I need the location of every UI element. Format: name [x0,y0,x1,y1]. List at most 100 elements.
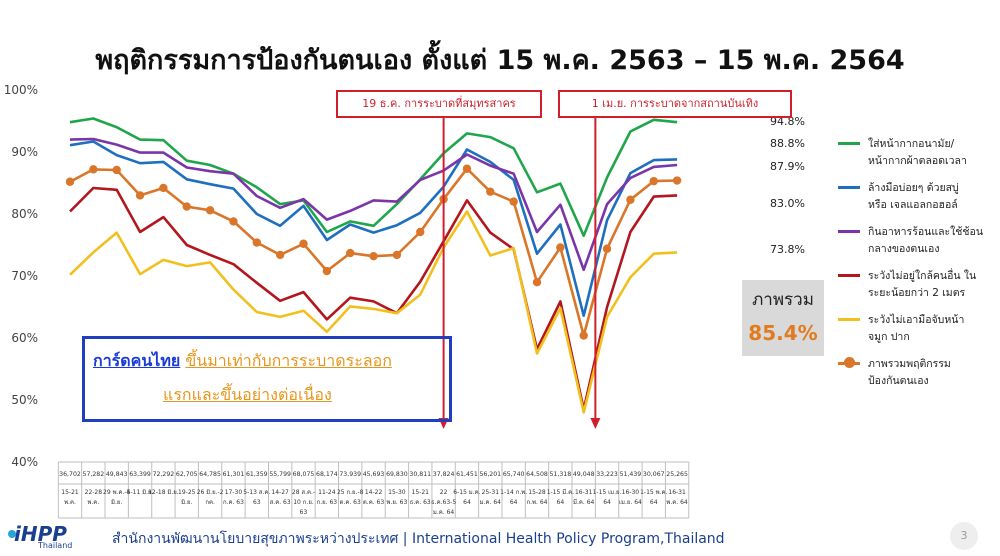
y-tick-label: 100% [4,83,38,97]
x-tick-label: มี.ค. 64 [573,498,595,506]
data-point [229,217,238,226]
sample-size-label: 64,508 [526,471,548,478]
x-tick-label: 19-25 [178,489,196,496]
sample-size-label: 65,740 [503,471,525,478]
x-tick-label: 28 ส.ค.- [292,489,315,496]
x-tick-label: ต.ค. 63 [363,499,384,506]
logo-subtext: Thailand [38,541,73,550]
x-tick-label: 15-28 [528,489,546,496]
data-point [112,165,121,175]
logo-text: iHPP [14,522,67,546]
legend-label: ใส่หน้ากากอนามัย/หน้ากากผ้าตลอดเวลา [868,138,967,167]
x-tick-label: 63 [253,499,261,506]
legend-label: ระวังไม่เอามือจับหน้า จมูก ปาก [868,314,965,343]
data-point [462,164,472,173]
x-tick-label: 64 [510,499,518,506]
data-point [182,202,191,211]
series-end-label: 88.8% [770,137,805,150]
data-point [65,177,75,186]
x-tick-label: 1-15 เม.ย. [593,489,622,496]
x-tick-label: 15-21 [412,489,430,496]
x-tick-label: มิ.ย. [111,499,122,506]
x-tick-label: 1-14 ก.พ. [500,489,527,496]
x-tick-label: ต.ค. 63 [340,499,361,506]
data-point [532,278,542,287]
data-point [416,227,425,237]
overall-value: 85.4% [748,321,818,345]
x-tick-label: 5-11 มิ.ย. [127,489,154,496]
legend-label: ระวังไม่อยู่ใกล้คนอื่น ใน ระยะน้อยกว่า 2 … [868,270,977,299]
x-tick-label: ก.ค. 63 [223,499,244,506]
data-point [672,176,682,185]
data-point [369,251,378,261]
sample-size-label: 33,223 [596,471,618,478]
x-tick-label: ก.ย. 63 [317,499,338,506]
overall-box: ภาพรวม 85.4% [742,280,824,356]
sample-size-label: 56,201 [479,471,501,478]
x-tick-label: 17-30 [225,489,243,496]
x-tick-label: 5-13 ส.ค. [243,489,270,496]
sample-size-label: 68,174 [316,471,338,478]
page-number: 3 [950,522,978,550]
data-point [275,250,285,260]
x-tick-label: ธ.ค. 63 [410,499,431,506]
x-tick-label: 22 [440,489,448,496]
x-tick-label: มิ.ย. [181,499,192,506]
x-tick-label: 12-18 มิ.ย. [148,489,179,496]
x-tick-label: 16-30 [622,489,640,496]
x-tick-label: 6-15 ม.ค. [453,489,480,496]
x-tick-label: 64 [557,499,565,506]
organization-name: สำนักงานพัฒนานโยบายสุขภาพระหว่างประเทศ |… [112,531,725,547]
annotation-blue-text: การ์ดคนไทย [93,351,181,370]
legend-swatch [838,318,860,321]
sample-size-label: 61,359 [246,471,268,478]
sample-size-label: 49,843 [106,471,128,478]
x-tick-label: ส.ค. 63 [270,499,291,506]
x-tick-label: พ.ค. [64,499,76,506]
data-point [299,239,308,248]
y-tick-label: 50% [11,393,38,407]
x-tick-label: 25 ก.ย.-8 [337,489,364,496]
legend-label: ล้างมือบ่อยๆ ด้วยสบู่ หรือ เจลแอลกอฮอล์ [868,182,959,211]
series-line [69,137,678,272]
x-tick-label: พ.ค. [87,499,99,506]
legend-swatch [838,230,860,233]
overall-label: ภาพรวม [752,290,814,310]
data-point [322,266,332,276]
data-point [205,206,215,215]
x-tick-label: 16-31 [575,489,593,496]
sample-size-label: 64,785 [199,471,221,478]
data-point [135,191,145,200]
ihpp-logo: iHPP Thailand [8,522,84,552]
series-line [69,140,678,318]
x-tick-label: 16-31 [668,489,686,496]
series-line [69,210,678,414]
data-point [579,331,588,340]
y-tick-label: 80% [11,207,38,221]
y-tick-label: 90% [11,145,38,159]
annotation-line-1: การ์ดคนไทย ขึ้นมาเท่ากับการระบาดระลอก [93,349,392,374]
sample-size-label: 30,811 [409,471,431,478]
x-tick-label: พ.ย. 63 [386,499,407,506]
sample-size-label: 55,799 [269,471,291,478]
sample-size-label: 62,705 [176,471,198,478]
legend-item-face: ระวังไม่เอามือจับหน้า จมูก ปาก [838,312,998,356]
annotation-line-2: แรกและขึ้นอย่างต่อเนื่อง [163,385,332,404]
sample-size-label: 61,301 [223,471,245,478]
sample-size-label: 45,693 [363,471,385,478]
x-tick-label: 10 ก.ย. [293,499,314,506]
page-title: พฤติกรรมการป้องกันตนเอง ตั้งแต่ 15 พ.ค. … [95,45,905,76]
y-tick-label: 40% [11,455,38,469]
x-tick-label: 11-24 [318,489,336,496]
x-tick-label: ม.ค. 64 [433,509,455,516]
x-tick-label: 15-21 [61,489,79,496]
legend-swatch [838,142,860,145]
x-tick-label: 15-30 [388,489,406,496]
data-point [252,238,261,247]
sample-size-label: 57,282 [83,471,105,478]
x-tick-label: 14-27 [271,489,289,496]
x-tick-label: 29 พ.ค.-4 [103,489,130,496]
x-tick-label: 64 [650,499,658,506]
legend-swatch [838,274,860,277]
